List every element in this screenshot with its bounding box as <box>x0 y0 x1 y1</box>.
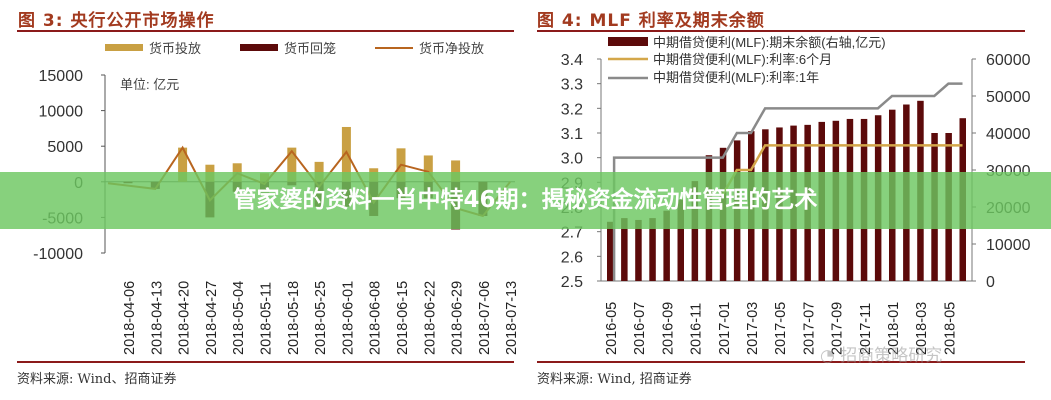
injection-bar <box>423 155 433 182</box>
x-tick-label: 2018-05 <box>942 302 958 355</box>
x-tick-label: 2018-03 <box>914 302 930 355</box>
right-y-tick-label: 60000 <box>986 52 1031 69</box>
x-tick-label: 2018-06-29 <box>450 281 466 355</box>
y-tick-label: 10000 <box>39 104 84 121</box>
mlf-balance-bar <box>677 199 684 281</box>
left-y-tick-label: 3.3 <box>561 77 583 94</box>
x-tick-label: 2016-09 <box>660 302 676 355</box>
left-y-tick-label: 3.0 <box>561 151 583 168</box>
figure-4-title: 图 4: MLF 利率及期末余额 <box>537 11 765 31</box>
legend-swatch <box>105 44 143 51</box>
injection-bar <box>314 161 324 182</box>
x-tick-label: 2018-06-08 <box>368 281 384 355</box>
watermark: ◔ 招商策略研究 <box>820 341 942 366</box>
legend-label: 中期借贷便利(MLF):利率:1年 <box>653 70 819 85</box>
rate-1y-line <box>612 82 963 281</box>
x-tick-label: 2018-07-13 <box>504 281 520 355</box>
source-note: 资料来源: Wind、招商证券 <box>17 372 177 387</box>
source-rule <box>537 361 1025 363</box>
x-tick-label: 2018-06-15 <box>395 281 411 355</box>
x-tick-label: 2018-06-22 <box>422 281 438 355</box>
banner-headline: 管家婆的资料一肖中特46期：揭秘资金流动性管理的艺术 <box>233 187 818 213</box>
y-tick-label: -10000 <box>33 246 83 263</box>
watermark-text: 招商策略研究 <box>840 346 943 366</box>
unit-note: 单位: 亿元 <box>120 77 179 92</box>
x-tick-label: 2018-07-06 <box>477 281 493 355</box>
left-y-tick-label: 2.6 <box>561 249 583 266</box>
x-tick-label: 2018-04-20 <box>177 281 193 355</box>
injection-bar <box>287 147 297 182</box>
mlf-balance-bar <box>607 221 614 281</box>
left-y-tick-label: 2.5 <box>561 274 583 291</box>
mlf-balance-bar <box>691 181 699 281</box>
x-tick-label: 2016-05 <box>604 302 620 355</box>
x-tick-label: 2017-01 <box>717 302 733 355</box>
x-tick-label: 2017-03 <box>745 302 761 355</box>
legend-label: 货币回笼 <box>284 41 336 56</box>
x-tick-label: 2018-04-06 <box>122 281 138 355</box>
left-y-tick-label: 3.4 <box>561 52 583 69</box>
right-y-tick-label: 40000 <box>986 126 1031 143</box>
x-tick-label: 2017-07 <box>801 302 817 355</box>
x-tick-label: 2016-11 <box>689 303 705 355</box>
wechat-icon: ◔ <box>820 346 841 366</box>
source-rule <box>17 361 514 363</box>
x-tick-label: 2018-05-25 <box>313 281 329 355</box>
x-tick-label: 2017-09 <box>830 302 846 355</box>
injection-bar <box>341 126 351 182</box>
x-tick-label: 2018-05-04 <box>231 281 247 355</box>
x-tick-label: 2018-04-27 <box>204 281 220 355</box>
rate-6m-line <box>721 144 963 196</box>
legend-label: 货币净投放 <box>419 41 484 56</box>
injection-bar <box>178 147 188 182</box>
y-tick-label: 5000 <box>47 139 83 156</box>
x-tick-label: 2018-05-11 <box>259 282 275 355</box>
legend-label: 货币投放 <box>149 41 201 56</box>
right-y-tick-label: 10000 <box>986 237 1031 254</box>
legend-swatch <box>608 37 648 46</box>
left-y-tick-label: 3.2 <box>561 101 583 118</box>
y-tick-label: 15000 <box>39 68 84 85</box>
legend-label: 中期借贷便利(MLF):利率:6个月 <box>653 52 832 67</box>
x-tick-label: 2018-01 <box>886 302 902 355</box>
x-tick-label: 2018-04-13 <box>149 281 165 355</box>
mlf-balance-bar <box>621 218 628 281</box>
headline-banner: 管家婆的资料一肖中特46期：揭秘资金流动性管理的艺术 <box>0 172 1051 229</box>
x-tick-label: 2017-05 <box>773 302 789 355</box>
right-y-tick-label: 0 <box>986 274 995 291</box>
x-tick-label: 2018-05-18 <box>286 281 302 355</box>
figure-3-title: 图 3: 央行公开市场操作 <box>18 11 215 31</box>
mlf-balance-bar <box>663 210 670 281</box>
mlf-balance-bar <box>649 218 656 281</box>
title-rule <box>17 30 514 32</box>
left-y-tick-label: 3.1 <box>561 126 583 143</box>
source-note: 资料来源: Wind, 招商证券 <box>537 372 692 387</box>
legend-label: 中期借贷便利(MLF):期末余额(右轴,亿元) <box>653 35 886 50</box>
x-tick-label: 2018-06-01 <box>340 281 356 355</box>
legend-swatch <box>240 44 278 51</box>
x-tick-label: 2016-07 <box>632 302 648 355</box>
mlf-balance-bar <box>635 219 642 281</box>
x-tick-label: 2017-11 <box>858 303 874 355</box>
right-y-tick-label: 50000 <box>986 89 1031 106</box>
injection-bar <box>451 160 461 182</box>
title-rule <box>537 30 1025 32</box>
